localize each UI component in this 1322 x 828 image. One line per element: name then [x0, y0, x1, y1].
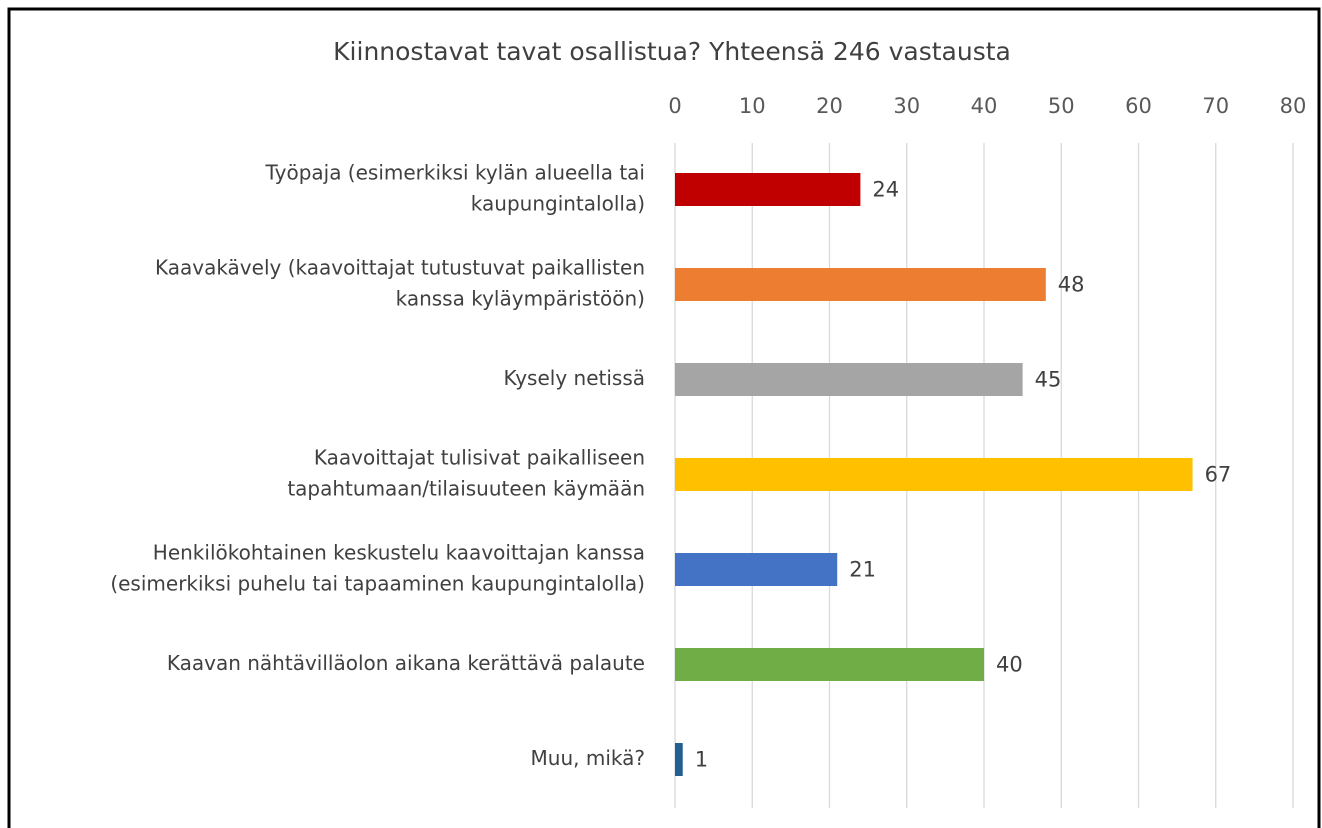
- y-tick-label: Kysely netissä: [504, 366, 645, 390]
- value-label: 1: [695, 748, 708, 772]
- bar: [675, 173, 861, 206]
- x-tick-label: 20: [816, 94, 843, 118]
- bar: [675, 553, 838, 586]
- y-tick-label: kaupungintalolla): [471, 192, 645, 216]
- y-tick-label: Kaavan nähtävilläolon aikana kerättävä p…: [167, 651, 645, 675]
- y-tick-label: Kaavoittajat tulisivat paikalliseen: [314, 446, 645, 470]
- x-tick-label: 10: [739, 94, 766, 118]
- bar: [675, 743, 683, 776]
- y-tick-label: tapahtumaan/tilaisuuteen käymään: [287, 477, 645, 501]
- y-tick-label: Työpaja (esimerkiksi kylän alueella tai: [265, 161, 645, 185]
- x-tick-label: 30: [893, 94, 920, 118]
- value-label: 40: [996, 653, 1023, 677]
- y-tick-label: Muu, mikä?: [531, 746, 645, 770]
- y-tick-label: Kaavakävely (kaavoittajat tutustuvat pai…: [155, 256, 645, 280]
- y-tick-label: (esimerkiksi puhelu tai tapaaminen kaupu…: [110, 572, 645, 596]
- value-label: 24: [872, 178, 899, 202]
- bar: [675, 268, 1046, 301]
- y-tick-label: kanssa kyläympäristöön): [396, 287, 645, 311]
- y-tick-label: Henkilökohtainen keskustelu kaavoittajan…: [153, 541, 645, 565]
- value-label: 48: [1058, 273, 1085, 297]
- value-label: 21: [849, 558, 876, 582]
- value-label: 45: [1035, 368, 1062, 392]
- bar: [675, 458, 1193, 491]
- x-tick-label: 80: [1280, 94, 1307, 118]
- value-label: 67: [1205, 463, 1232, 487]
- frame: [7, 7, 1321, 828]
- bar: [675, 363, 1023, 396]
- x-tick-label: 50: [1048, 94, 1075, 118]
- x-tick-label: 40: [971, 94, 998, 118]
- bar: [675, 648, 984, 681]
- x-tick-label: 60: [1125, 94, 1152, 118]
- x-tick-label: 0: [668, 94, 681, 118]
- x-tick-label: 70: [1202, 94, 1229, 118]
- chart-title: Kiinnostavat tavat osallistua? Yhteensä …: [333, 37, 1011, 66]
